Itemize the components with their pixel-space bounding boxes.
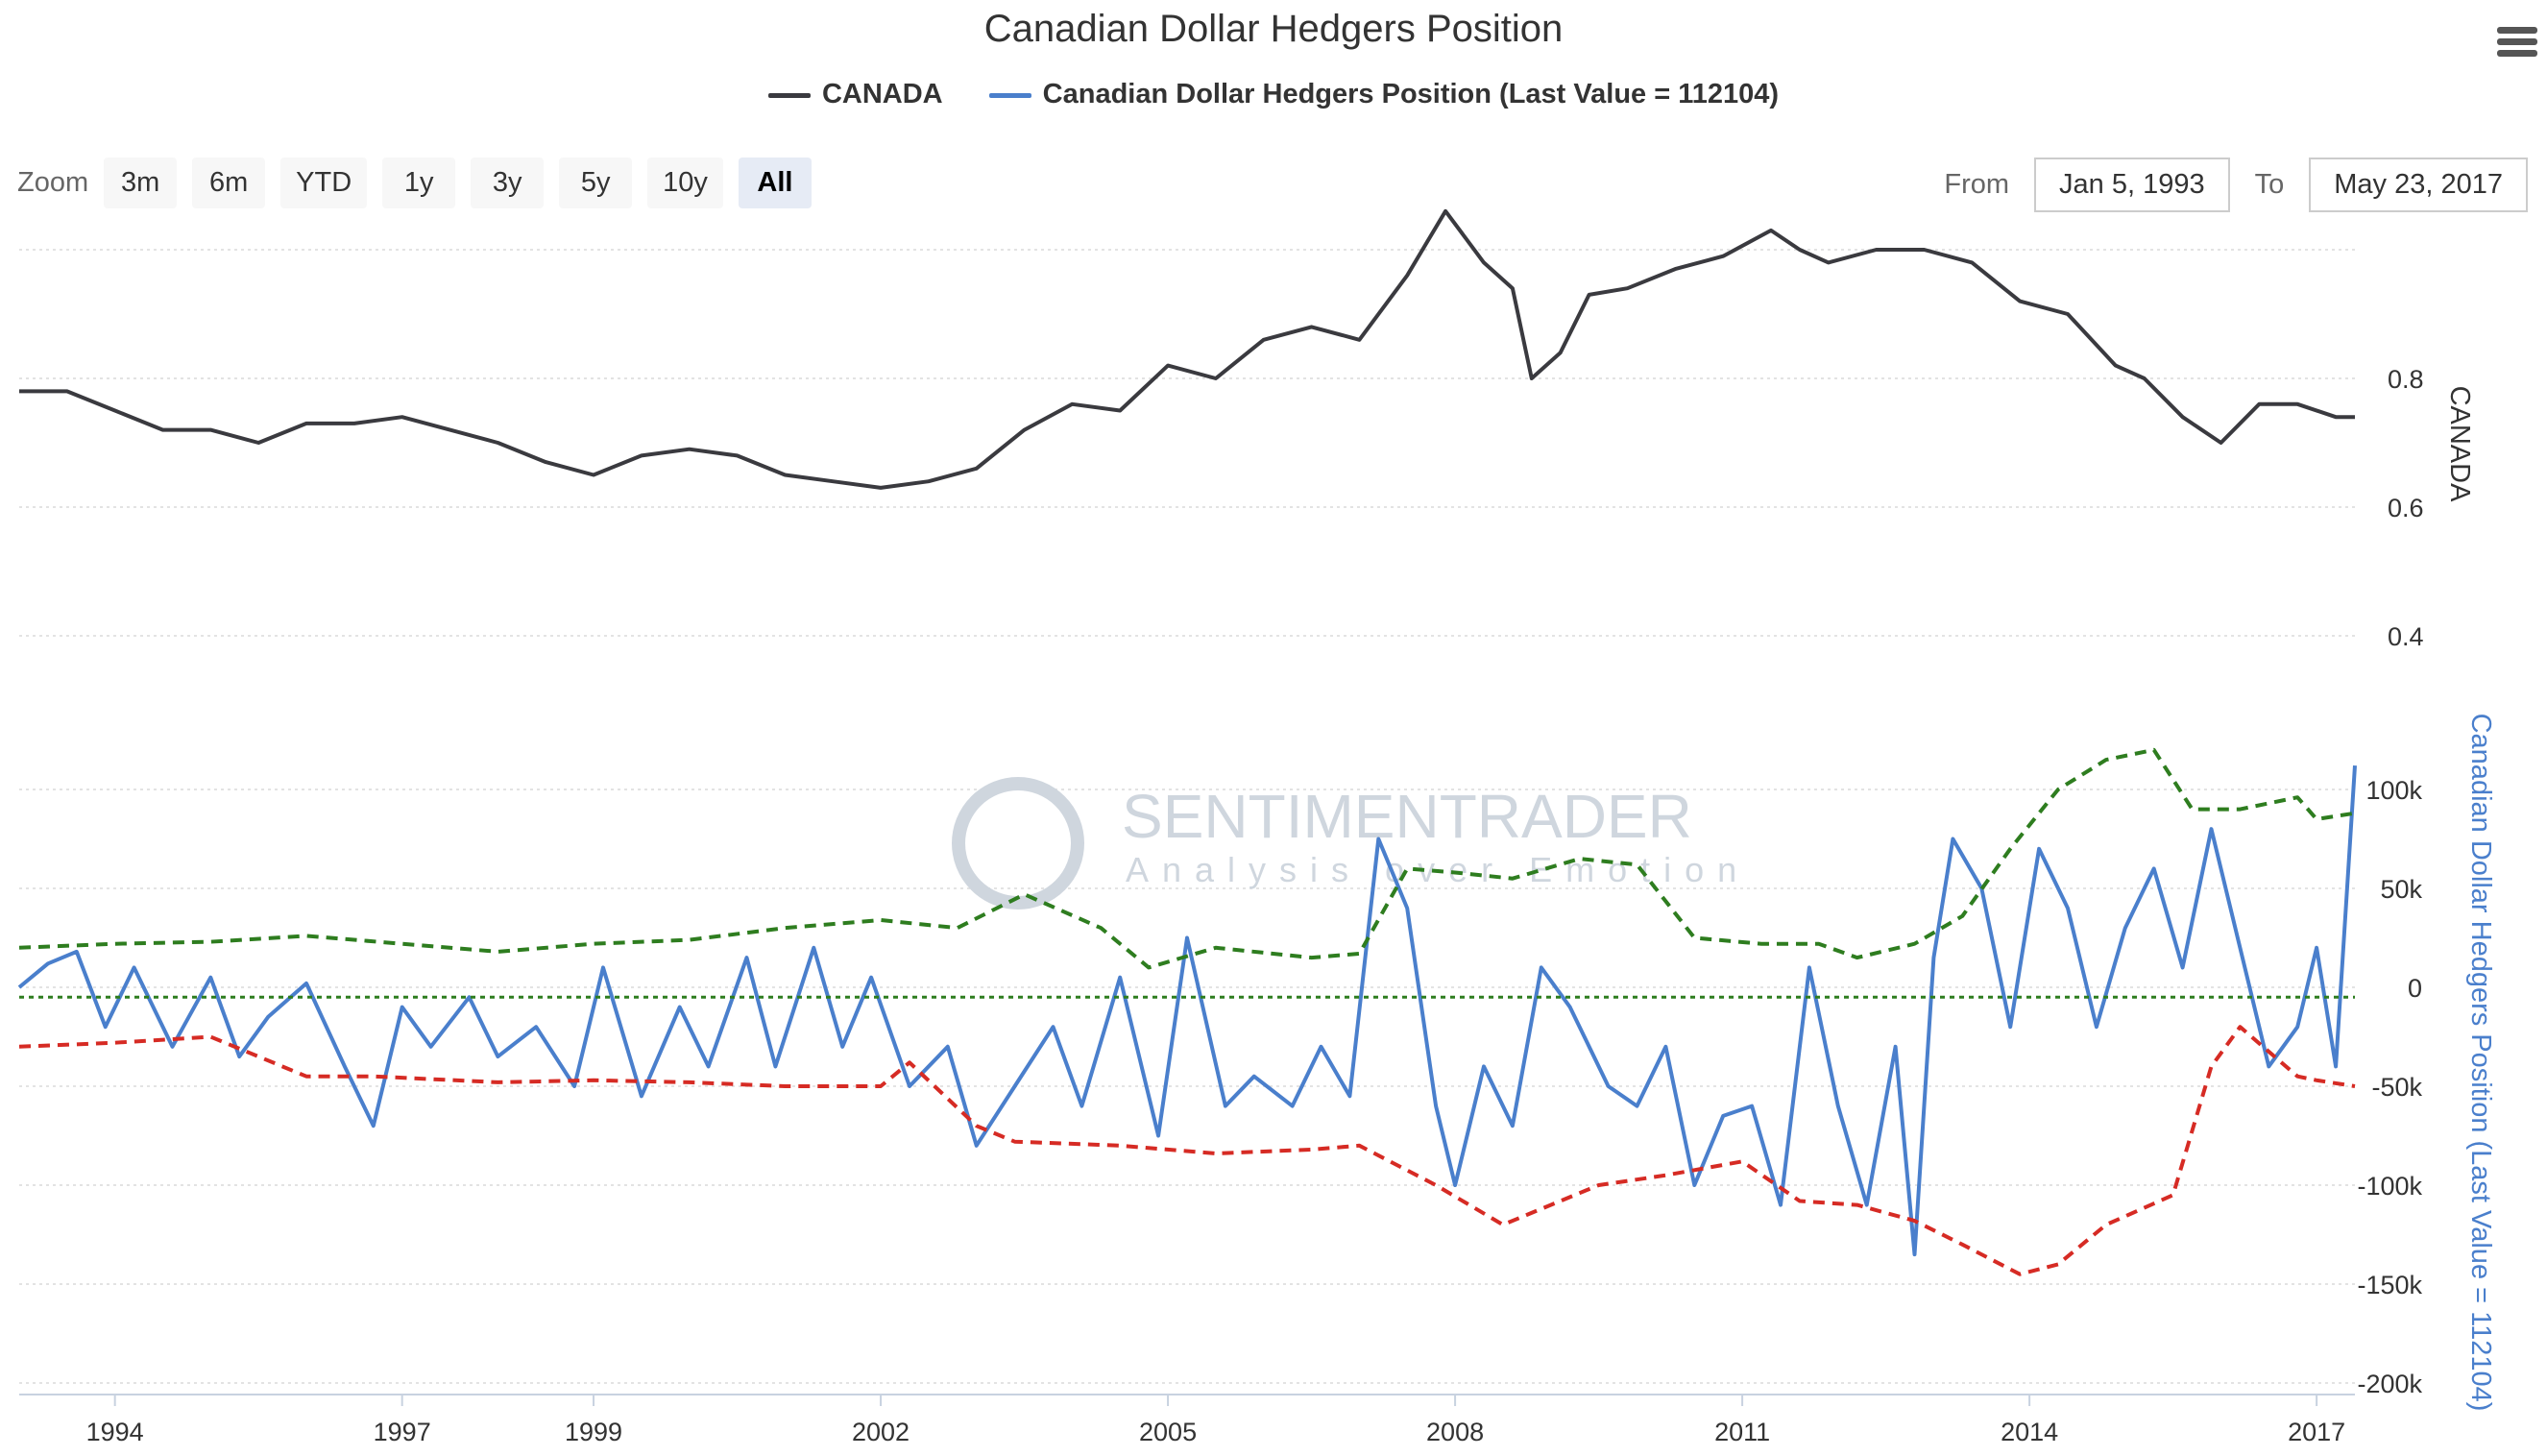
x-tick-label: 2005	[1139, 1418, 1197, 1446]
zoom-ytd-button[interactable]: YTD	[280, 158, 368, 208]
x-axis-ticks: 1994 1997 1999 2002 2005 2008 2011 2014 2017	[86, 1395, 2345, 1446]
x-tick-label: 1999	[565, 1418, 622, 1446]
zoom-3y-button[interactable]: 3y	[471, 158, 545, 208]
hedgers-tick-label: -150k	[2357, 1271, 2422, 1299]
zoom-bar: Zoom 3m 6m YTD 1y 3y 5y 10y All	[17, 158, 827, 208]
x-tick-label: 2002	[852, 1418, 910, 1446]
hedgers-tick-label: -100k	[2357, 1172, 2422, 1201]
x-tick-label: 1997	[374, 1418, 431, 1446]
to-label: To	[2254, 169, 2285, 200]
canada-tick-label: 0.6	[2388, 494, 2424, 522]
legend-label-hedgers: Canadian Dollar Hedgers Position (Last V…	[1042, 79, 1780, 109]
x-tick-label: 2011	[1714, 1418, 1770, 1446]
legend: CANADA Canadian Dollar Hedgers Position …	[0, 79, 2547, 110]
legend-item-hedgers[interactable]: Canadian Dollar Hedgers Position (Last V…	[988, 79, 1780, 110]
x-tick-label: 2008	[1426, 1418, 1484, 1446]
x-tick-label: 2017	[2288, 1418, 2345, 1446]
canada-tick-label: 0.4	[2388, 622, 2424, 651]
zoom-5y-button[interactable]: 5y	[559, 158, 633, 208]
zoom-10y-button[interactable]: 10y	[647, 158, 723, 208]
chart-title: Canadian Dollar Hedgers Position	[983, 8, 1564, 50]
hedgers-axis-ticks: -200k -150k -100k -50k 0 50k 100k	[2357, 776, 2422, 1398]
series-layer	[17, 208, 2357, 1276]
hedgers-tick-label: 100k	[2365, 776, 2422, 805]
canada-tick-label: 0.8	[2388, 365, 2424, 394]
x-tick-label: 2014	[2001, 1418, 2058, 1446]
legend-swatch-canada	[767, 92, 811, 98]
legend-label-canada: CANADA	[821, 79, 943, 109]
zoom-label: Zoom	[17, 167, 89, 198]
hedgers-tick-label: 50k	[2380, 875, 2422, 904]
canada-axis-title: CANADA	[2444, 386, 2475, 503]
watermark: SENTIMENTRADER Analysis over Emotion	[952, 777, 1750, 910]
watermark-name: SENTIMENTRADER	[1122, 782, 1692, 851]
legend-swatch-hedgers	[988, 92, 1031, 98]
zoom-all-button[interactable]: All	[738, 158, 812, 208]
watermark-logo-icon	[952, 777, 1084, 910]
canada-axis-ticks: 0.4 0.6 0.8	[2388, 365, 2424, 651]
hedgers-axis-title: Canadian Dollar Hedgers Position (Last V…	[2465, 714, 2496, 1412]
zoom-3m-button[interactable]: 3m	[104, 158, 178, 208]
date-range: From Jan 5, 1993 To May 23, 2017	[1944, 158, 2528, 212]
hamburger-menu-icon[interactable]	[2497, 27, 2537, 63]
legend-item-canada[interactable]: CANADA	[767, 79, 943, 110]
hedgers-tick-label: -200k	[2357, 1370, 2422, 1398]
x-tick-label: 1994	[86, 1418, 144, 1446]
hedgers-tick-label: -50k	[2371, 1073, 2422, 1102]
series-line-1	[17, 764, 2357, 1257]
series-line-3	[18, 1025, 2356, 1276]
series-line-2	[18, 747, 2356, 970]
from-label: From	[1944, 169, 2010, 200]
hedgers-tick-label: 0	[2408, 974, 2422, 1003]
zoom-1y-button[interactable]: 1y	[382, 158, 456, 208]
zoom-6m-button[interactable]: 6m	[192, 158, 266, 208]
from-date-input[interactable]: Jan 5, 1993	[2034, 158, 2230, 212]
series-line-0	[19, 208, 2355, 490]
watermark-tagline: Analysis over Emotion	[1126, 850, 1750, 889]
grid	[19, 249, 2355, 1395]
to-date-input[interactable]: May 23, 2017	[2309, 158, 2528, 212]
